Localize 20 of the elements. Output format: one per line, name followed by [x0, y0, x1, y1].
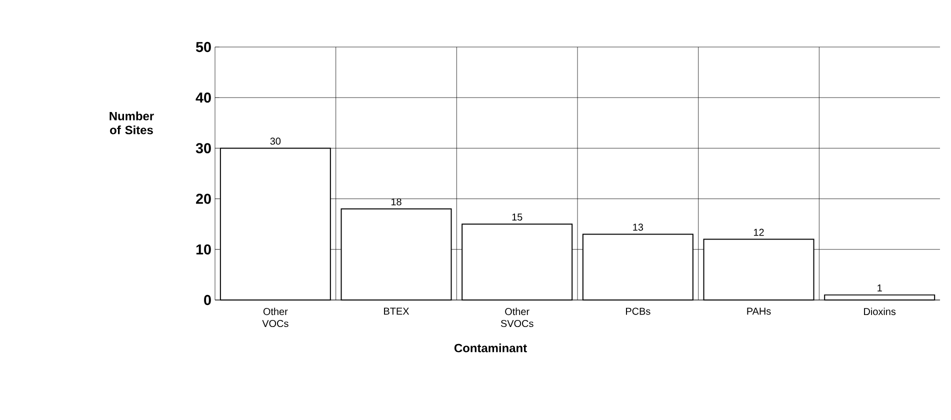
data-label: 15: [512, 214, 522, 221]
x-tick-label: PCBs: [626, 308, 650, 315]
y-tick-label: 20: [196, 194, 211, 204]
data-label: 18: [391, 198, 402, 206]
x-tick-label: BTEX: [384, 308, 410, 315]
y-tick-label: 10: [196, 244, 211, 254]
y-tick-label: 30: [196, 143, 211, 154]
data-label: 30: [270, 138, 281, 145]
data-label: 13: [633, 224, 644, 231]
x-tick-label: PAHs: [747, 308, 771, 315]
y-axis-title: Number of Sites: [110, 112, 154, 134]
y-tick-label: 0: [204, 294, 211, 306]
y-tick-label: 40: [196, 92, 211, 103]
y-tick-label: 50: [196, 42, 211, 52]
x-axis-title: Contaminant: [454, 344, 527, 352]
data-label: 12: [754, 228, 764, 236]
x-tick-label: Other SVOCs: [500, 308, 534, 328]
x-tick-label: Dioxins: [864, 308, 896, 316]
data-label: 1: [878, 284, 882, 292]
x-tick-label: Other VOCs: [262, 308, 288, 328]
